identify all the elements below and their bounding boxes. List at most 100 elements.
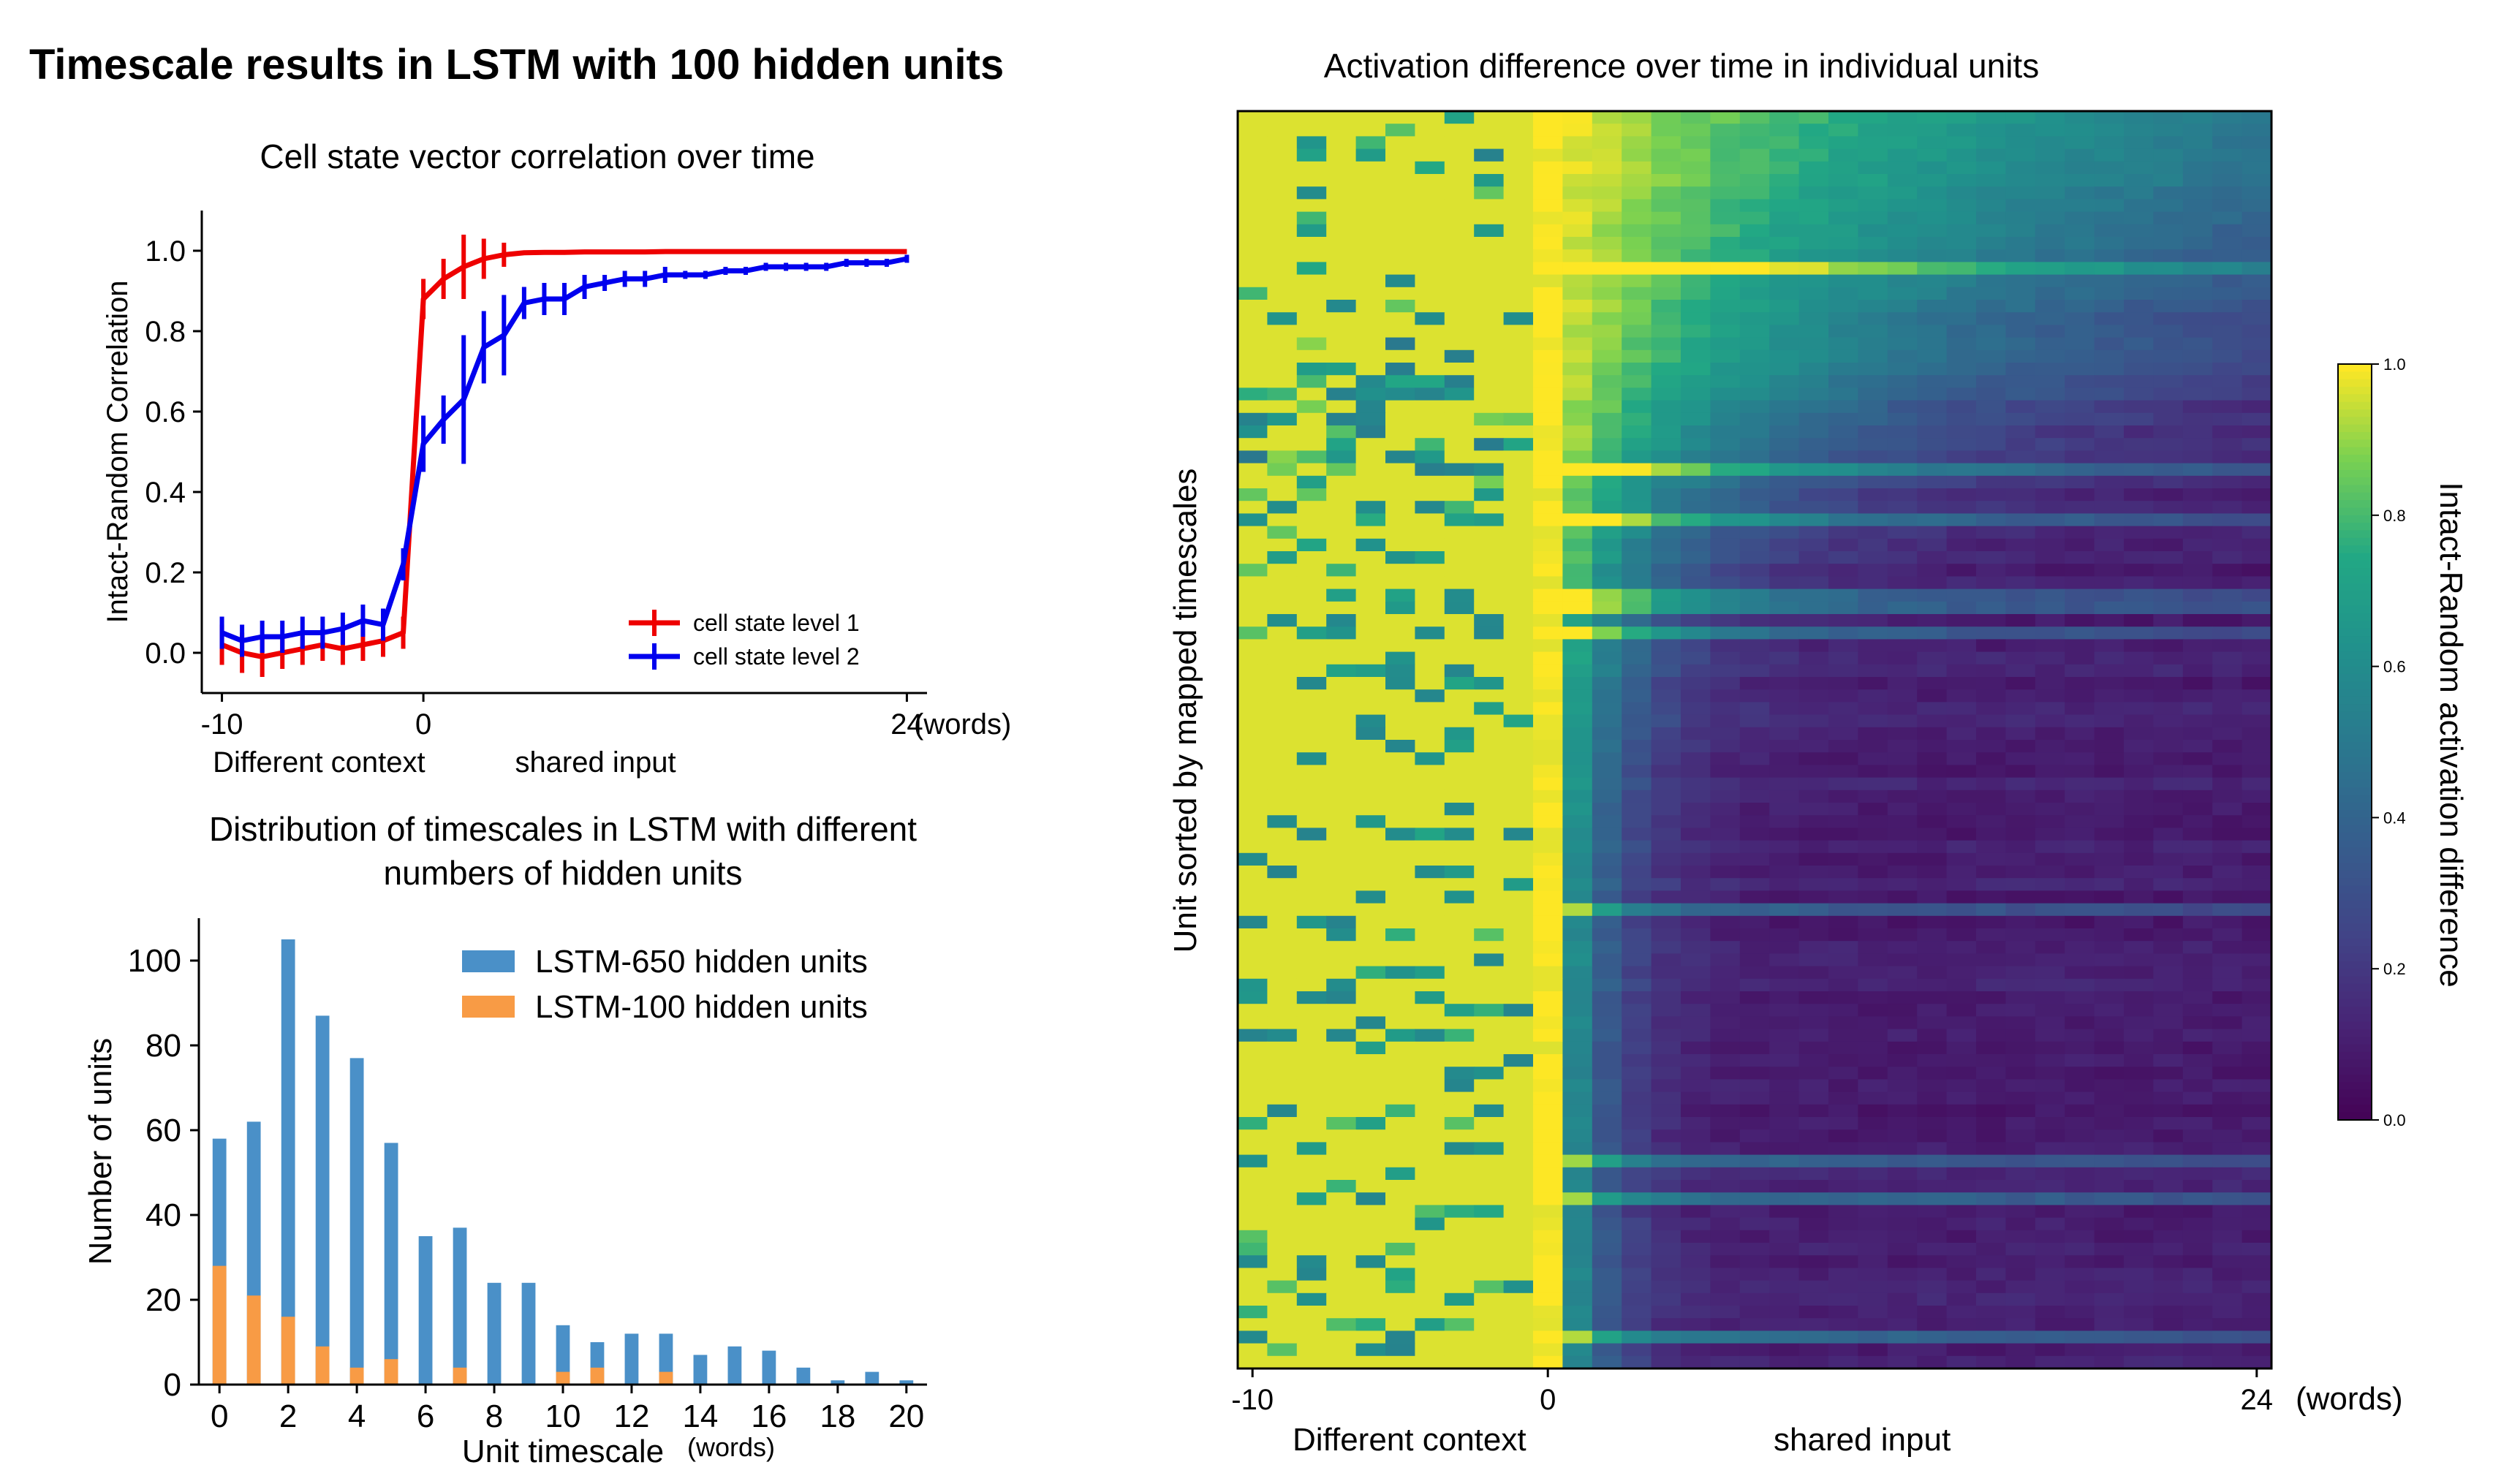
heatmap-cell	[1769, 790, 1800, 803]
heatmap-cell	[2005, 1054, 2036, 1067]
heatmap-cell	[1858, 1154, 1888, 1168]
heatmap-cell	[2153, 664, 2184, 678]
heatmap-cell	[1267, 953, 1298, 967]
heatmap-cell	[1828, 1268, 1858, 1282]
heatmap-cell	[1887, 262, 1918, 276]
heatmap-cell	[1798, 677, 1829, 690]
heatmap-cell	[1533, 513, 1563, 527]
y-tick-label: 80	[145, 1028, 181, 1064]
heatmap-cell	[1917, 740, 1948, 753]
heatmap-cell	[1385, 1029, 1415, 1042]
heatmap-cell	[1474, 538, 1505, 552]
heatmap-cell	[2065, 438, 2095, 451]
heatmap-cell	[1562, 588, 1593, 602]
heatmap-cell	[1622, 312, 1652, 325]
heatmap-cell	[1681, 136, 1711, 150]
heatmap-cell	[1238, 224, 1268, 238]
heatmap-cell	[1355, 412, 1386, 426]
heatmap-cell	[1385, 803, 1415, 816]
heatmap-cell	[1296, 337, 1327, 351]
heatmap-cell	[2182, 1117, 2213, 1130]
heatmap-cell	[1739, 777, 1770, 791]
heatmap-cell	[2153, 689, 2184, 703]
heatmap-cell	[2094, 689, 2125, 703]
heatmap-cell	[2153, 1142, 2184, 1156]
heatmap-cell	[1444, 438, 1475, 451]
heatmap-cell	[1622, 614, 1652, 627]
heatmap-cell	[1828, 727, 1858, 741]
heatmap-cell	[1562, 488, 1593, 501]
heatmap-cell	[1681, 551, 1711, 564]
heatmap-cell	[2212, 124, 2243, 137]
heatmap-cell	[2182, 1142, 2213, 1156]
heatmap-cell	[2212, 1268, 2243, 1282]
heatmap-cell	[1503, 714, 1534, 728]
heatmap-cell	[1710, 689, 1741, 703]
colorbar-segment	[2338, 432, 2372, 441]
heatmap-cell	[2094, 488, 2125, 501]
heatmap-cell	[1562, 1104, 1593, 1118]
heatmap-cell	[1710, 714, 1741, 728]
heatmap-cell	[1296, 1142, 1327, 1156]
heatmap-cell	[1710, 274, 1741, 288]
heatmap-cell	[1887, 124, 1918, 137]
heatmap-cell	[2065, 1016, 2095, 1030]
heatmap-cell	[1503, 1067, 1534, 1080]
heatmap-cell	[1798, 287, 1829, 300]
heatmap-cell	[1415, 186, 1445, 200]
heatmap-cell	[1444, 325, 1475, 338]
heatmap-cell	[1444, 363, 1475, 376]
heatmap-cell	[1976, 890, 2006, 904]
heatmap-cell	[1503, 1205, 1534, 1219]
heatmap-cell	[2153, 740, 2184, 753]
heatmap-cell	[1267, 714, 1298, 728]
heatmap-cell	[1267, 840, 1298, 854]
heatmap-cell	[1798, 966, 1829, 980]
heatmap-cell	[1798, 626, 1829, 640]
heatmap-cell	[1474, 677, 1505, 690]
heatmap-cell	[2153, 1154, 2184, 1168]
heatmap-cell	[2241, 538, 2272, 552]
heatmap-cell	[1238, 1117, 1268, 1130]
heatmap-cell	[2035, 1154, 2065, 1168]
heatmap-cell	[1444, 1142, 1475, 1156]
heatmap-cell	[1917, 1016, 1948, 1030]
heatmap-cell	[1355, 1142, 1386, 1156]
heatmap-cell	[1385, 978, 1415, 992]
heatmap-cell	[1326, 325, 1357, 338]
heatmap-cell	[2124, 991, 2154, 1004]
heatmap-cell	[1681, 488, 1711, 501]
heatmap-cell	[1917, 551, 1948, 564]
heatmap-cell	[1355, 852, 1386, 866]
heatmap-cell	[1238, 915, 1268, 929]
heatmap-cell	[1798, 161, 1829, 175]
heatmap-cell	[2035, 124, 2065, 137]
heatmap-cell	[1858, 1280, 1888, 1294]
heatmap-cell	[2182, 475, 2213, 489]
colorbar-segment	[2338, 591, 2372, 599]
heatmap-cell	[1296, 1217, 1327, 1231]
heatmap-cell	[1887, 475, 1918, 489]
heatmap-cell	[2153, 425, 2184, 439]
heatmap-cell	[1651, 790, 1681, 803]
heatmap-cell	[1238, 953, 1268, 967]
heatmap-cell	[1267, 664, 1298, 678]
heatmap-cell	[1622, 1091, 1652, 1105]
heatmap-cell	[1503, 727, 1534, 741]
heatmap-cell	[2241, 1230, 2272, 1243]
heatmap-cell	[1739, 237, 1770, 250]
heatmap-cell	[1474, 1154, 1505, 1168]
heatmap-cell	[2065, 1142, 2095, 1156]
heatmap-cell	[1238, 1104, 1268, 1118]
heatmap-cell	[1681, 1355, 1711, 1369]
heatmap-cell	[2005, 1355, 2036, 1369]
heatmap-cell	[1533, 425, 1563, 439]
heatmap-cell	[1533, 1306, 1563, 1319]
heatmap-cell	[1946, 1129, 1977, 1143]
heatmap-cell	[2065, 903, 2095, 917]
heatmap-cell	[1681, 312, 1711, 325]
heatmap-cell	[1355, 588, 1386, 602]
heatmap-cell	[1326, 262, 1357, 276]
heatmap-cell	[1946, 111, 1977, 124]
heatmap-cell	[1798, 450, 1829, 464]
